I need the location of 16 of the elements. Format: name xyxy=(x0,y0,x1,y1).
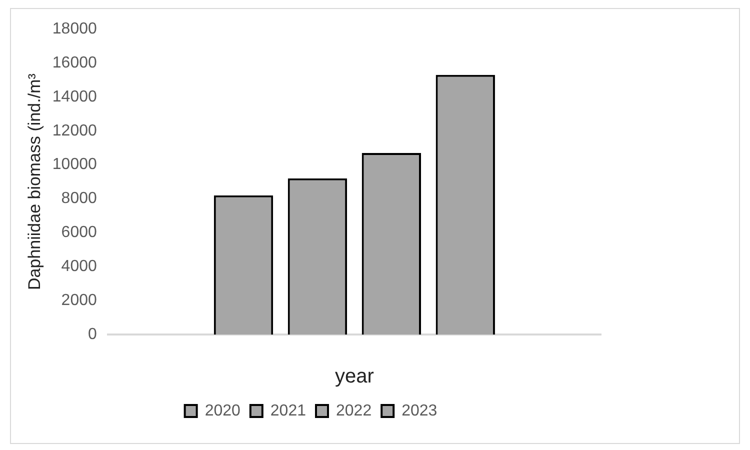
y-tick-label: 2000 xyxy=(61,292,97,310)
y-tick-label: 12000 xyxy=(52,122,97,140)
y-axis-title: Daphniidae biomass (ind./m³ xyxy=(24,73,44,290)
legend-label: 2020 xyxy=(204,402,241,420)
y-tick-label: 16000 xyxy=(52,54,97,72)
legend-label: 2023 xyxy=(402,402,438,420)
y-tick-label: 8000 xyxy=(61,190,97,208)
y-tick-label: 6000 xyxy=(61,224,97,242)
y-tick-label: 18000 xyxy=(52,20,97,38)
legend-label: 2022 xyxy=(336,402,372,420)
y-tick-label: 0 xyxy=(88,326,97,344)
y-tick-label: 14000 xyxy=(52,88,97,106)
x-axis-title: year xyxy=(334,366,374,388)
legend-label: 2021 xyxy=(270,402,306,420)
y-tick-label: 10000 xyxy=(52,156,97,174)
y-tick-label: 4000 xyxy=(61,258,97,276)
